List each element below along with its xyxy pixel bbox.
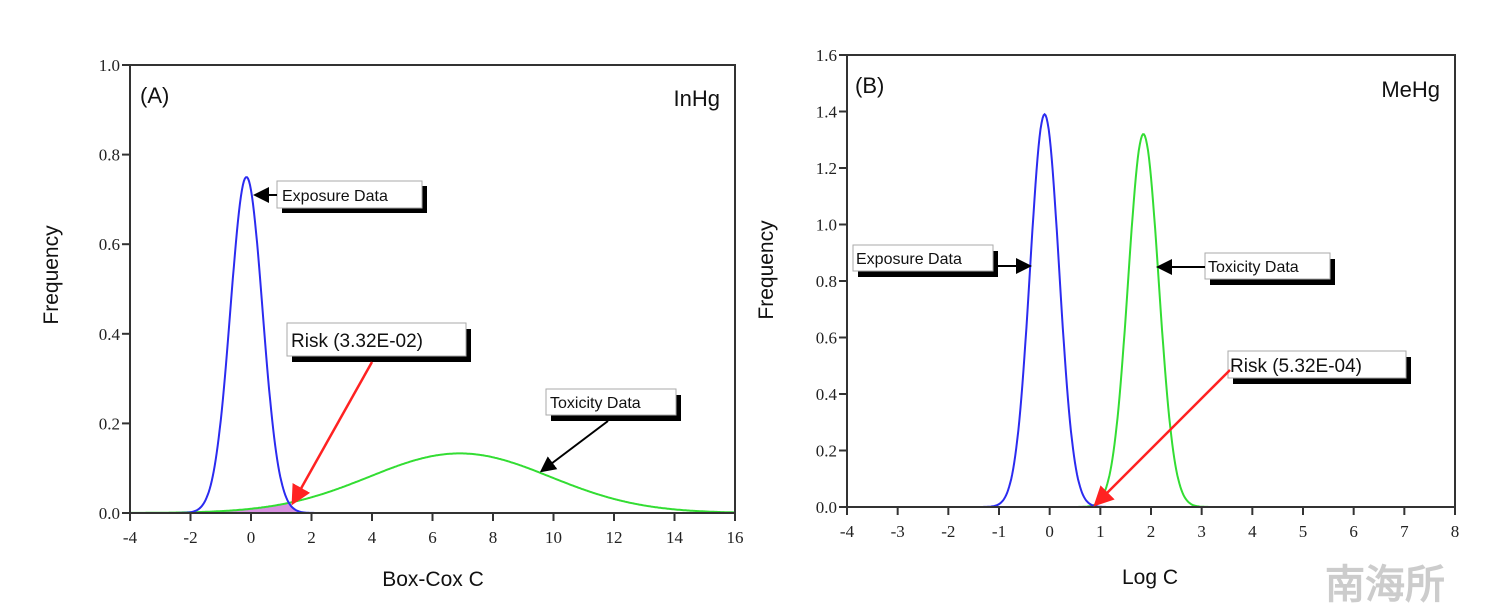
y-tick-label: 0.6 — [99, 235, 120, 254]
x-axis-title-a: Box-Cox C — [382, 568, 484, 591]
arrow-risk-a — [291, 361, 374, 506]
x-tick-label: 4 — [1248, 522, 1257, 541]
x-tick-label: 16 — [727, 528, 744, 547]
x-tick-label: -4 — [840, 522, 855, 541]
x-tick-label: 2 — [307, 528, 316, 547]
annotation-toxicity-a: Toxicity Data — [539, 388, 681, 473]
annotation-exposure-a-label: Exposure Data — [282, 188, 388, 205]
x-tick-label: 4 — [368, 528, 377, 547]
y-axis-title-a: Frequency — [40, 225, 63, 325]
y-tick-label: 0.0 — [99, 504, 120, 523]
arrow-toxicity-a — [539, 420, 609, 473]
y-tick-label: 0.4 — [816, 385, 838, 404]
y-tick-label: 1.4 — [816, 103, 838, 122]
x-tick-label: 0 — [1045, 522, 1054, 541]
y-tick-label: 0.0 — [816, 498, 837, 517]
toxicity-curve — [847, 133, 1455, 508]
panel-label-b: (B) — [855, 73, 884, 98]
chart-title-b: MeHg — [1381, 77, 1440, 102]
x-tick-label: 14 — [666, 528, 684, 547]
x-tick-label: 2 — [1147, 522, 1156, 541]
x-axis-title-b: Log C — [1122, 566, 1178, 589]
annotation-risk-b: Risk (5.32E-04) — [1093, 350, 1411, 507]
arrow-risk-b — [1093, 369, 1231, 507]
x-tick-label: 0 — [247, 528, 256, 547]
y-tick-label: 0.4 — [99, 325, 121, 344]
x-tick-label: -2 — [941, 522, 955, 541]
toxicity-curve — [130, 452, 735, 514]
annotation-risk-b-label: Risk (5.32E-04) — [1230, 356, 1362, 377]
x-tick-label: 6 — [1349, 522, 1358, 541]
x-tick-label: 5 — [1299, 522, 1308, 541]
x-tick-label: 8 — [489, 528, 498, 547]
panel-b: -4 -3 -2 -1 0 1 2 3 4 5 6 7 8 0.0 0.2 0.4 0.6 0.8 1.0 1.2 1.… — [755, 46, 1459, 603]
y-tick-label: 1.0 — [99, 56, 120, 75]
y-tick-label: 0.2 — [816, 442, 837, 461]
x-tick-label: 8 — [1451, 522, 1460, 541]
risk-overlap-area — [130, 503, 735, 513]
panel-label-a: (A) — [140, 83, 169, 108]
plot-frame-b — [846, 54, 1456, 508]
x-tick-label: 7 — [1400, 522, 1409, 541]
annotation-toxicity-a-label: Toxicity Data — [550, 395, 641, 412]
chart-title-a: InHg — [674, 86, 720, 111]
x-tick-label: 10 — [545, 528, 562, 547]
annotation-exposure-b: Exposure Data — [852, 244, 1032, 277]
y-tick-label: 0.2 — [99, 414, 120, 433]
x-tick-label: -2 — [183, 528, 197, 547]
annotation-exposure-b-label: Exposure Data — [856, 251, 962, 268]
y-tick-label: 0.6 — [816, 329, 837, 348]
annotation-toxicity-b: Toxicity Data — [1156, 252, 1335, 285]
annotation-exposure-a: Exposure Data — [253, 180, 427, 213]
annotation-toxicity-b-label: Toxicity Data — [1208, 259, 1299, 276]
y-tick-label: 0.8 — [99, 146, 120, 165]
plot-frame-a — [129, 64, 736, 514]
y-axis-title-b: Frequency — [755, 220, 778, 320]
x-tick-label: 1 — [1096, 522, 1105, 541]
x-tick-label: -1 — [992, 522, 1006, 541]
annotation-risk-a: Risk (3.32E-02) — [286, 322, 471, 506]
y-tick-label: 1.2 — [816, 159, 837, 178]
watermark: 南海所 — [1325, 562, 1445, 603]
x-tick-label: -4 — [123, 528, 138, 547]
y-tick-label: 1.6 — [816, 46, 837, 65]
x-tick-label: 12 — [606, 528, 623, 547]
annotation-risk-a-label: Risk (3.32E-02) — [291, 331, 423, 352]
y-tick-label: 0.8 — [816, 272, 837, 291]
panel-a: -4 -2 0 2 4 6 8 10 12 14 160.00.20.40.60.81.0 (A) … — [40, 56, 744, 591]
y-tick-label: 1.0 — [816, 216, 837, 235]
x-tick-label: -3 — [891, 522, 905, 541]
x-tick-label: 6 — [428, 528, 437, 547]
x-tick-label: 3 — [1197, 522, 1206, 541]
